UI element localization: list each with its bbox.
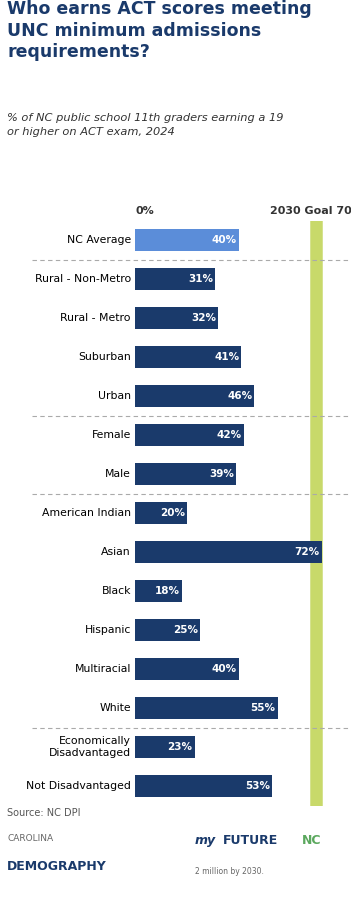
Bar bbox=[135, 697, 278, 719]
Text: 72%: 72% bbox=[294, 547, 319, 557]
Text: % of NC public school 11th graders earning a 19
or higher on ACT exam, 2024: % of NC public school 11th graders earni… bbox=[7, 113, 284, 137]
Text: 46%: 46% bbox=[227, 391, 252, 401]
Text: FUTURE: FUTURE bbox=[223, 833, 278, 847]
Text: 32%: 32% bbox=[191, 313, 216, 323]
Text: my: my bbox=[195, 833, 216, 847]
Text: 25%: 25% bbox=[173, 625, 198, 635]
Bar bbox=[135, 618, 200, 642]
Bar bbox=[135, 775, 272, 797]
Bar bbox=[135, 735, 195, 759]
Text: 2030 Goal 70%: 2030 Goal 70% bbox=[270, 206, 351, 217]
Text: 39%: 39% bbox=[209, 469, 234, 479]
Text: 23%: 23% bbox=[167, 742, 193, 752]
Text: 18%: 18% bbox=[155, 586, 180, 596]
Text: CAROLINA: CAROLINA bbox=[7, 833, 53, 842]
Text: 40%: 40% bbox=[212, 664, 237, 674]
Bar bbox=[135, 384, 254, 408]
Text: 0%: 0% bbox=[135, 206, 154, 217]
Text: 31%: 31% bbox=[188, 274, 213, 284]
Bar bbox=[135, 307, 218, 329]
Bar bbox=[135, 580, 182, 602]
Bar bbox=[135, 424, 244, 446]
Text: NC: NC bbox=[302, 833, 322, 847]
Bar bbox=[135, 346, 241, 368]
Text: 53%: 53% bbox=[245, 781, 270, 791]
Bar bbox=[135, 658, 239, 680]
Bar bbox=[135, 229, 239, 251]
Text: 40%: 40% bbox=[212, 235, 237, 245]
Bar bbox=[135, 501, 187, 525]
Text: 41%: 41% bbox=[214, 352, 239, 362]
Bar bbox=[135, 267, 216, 291]
Text: Who earns ACT scores meeting
UNC minimum admissions
requirements?: Who earns ACT scores meeting UNC minimum… bbox=[7, 0, 312, 61]
Text: Source: NC DPI: Source: NC DPI bbox=[7, 808, 80, 818]
Bar bbox=[135, 541, 322, 563]
Text: 42%: 42% bbox=[217, 430, 242, 440]
Text: 2 million by 2030.: 2 million by 2030. bbox=[195, 867, 264, 876]
Text: 55%: 55% bbox=[250, 703, 276, 713]
Text: 20%: 20% bbox=[160, 508, 185, 518]
Bar bbox=[135, 463, 236, 485]
Text: DEMOGRAPHY: DEMOGRAPHY bbox=[7, 860, 107, 873]
